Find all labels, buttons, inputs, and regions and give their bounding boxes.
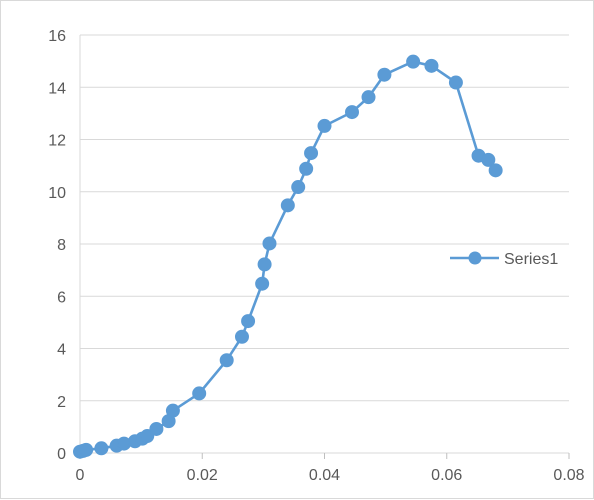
y-tick-label: 8 [57,237,66,254]
series-line [79,60,497,453]
data-point [165,403,180,418]
y-tick-label: 4 [57,342,66,359]
y-tick-label: 0 [57,446,66,463]
y-tick-label: 14 [48,80,66,97]
data-point [377,67,392,82]
legend-label: Series1 [504,251,558,268]
data-point [149,421,164,436]
data-point [291,180,306,195]
data-point [255,276,270,291]
y-tick-label: 2 [57,394,66,411]
data-point [219,353,234,368]
data-point [234,329,249,344]
data-point [192,386,207,401]
data-point [257,257,272,272]
x-tick-label: 0.06 [431,467,462,484]
x-tick-label: 0.04 [309,467,340,484]
x-tick-label: 0 [76,467,85,484]
data-point [317,118,332,133]
gridlines [80,34,569,454]
y-tick-label: 16 [48,28,66,45]
data-point [262,236,277,251]
data-point [299,161,314,176]
data-point [241,314,256,329]
axes: 0 2 4 6 8 10 12 14 16 0 0.02 0.04 0.06 0.08 [48,28,584,484]
y-tick-label: 12 [48,133,66,150]
data-point [448,75,463,90]
data-point [345,105,360,120]
data-point [361,90,376,105]
y-tick-label: 6 [57,289,66,306]
y-tick-label: 10 [48,185,66,202]
x-tick-label: 0.02 [187,467,218,484]
x-tick-label: 0.08 [553,467,584,484]
data-point [488,163,503,178]
data-point [280,198,295,213]
legend: Series1 [450,251,558,268]
series-1 [73,54,503,459]
legend-dot-marker [468,251,482,265]
data-point [424,58,439,73]
data-point [406,54,421,69]
data-point [79,442,94,457]
data-point [140,429,155,444]
data-point [94,441,109,456]
data-point [304,146,319,161]
data-point [481,152,496,167]
